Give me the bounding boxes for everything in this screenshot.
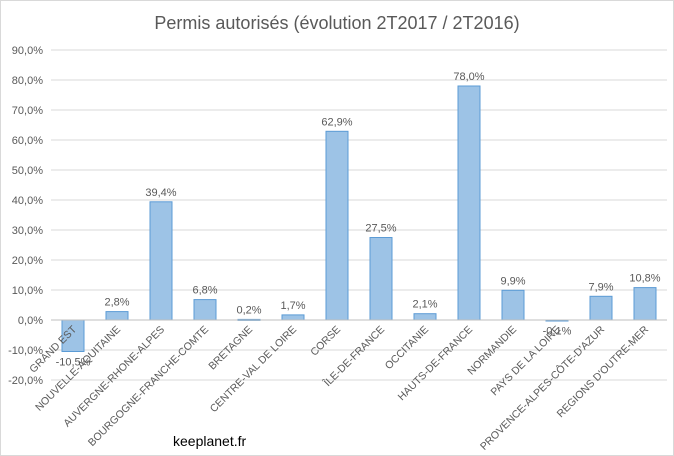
data-label: 2,8% [104,297,129,309]
data-label: 62,9% [321,116,352,128]
bar [501,289,525,321]
category-label: CORSE [308,324,343,359]
data-label: -10,5% [56,357,91,369]
y-tick-label: 70,0% [12,105,43,117]
bar [325,130,349,321]
category-label: REGIONS D'OUTRE-MER [555,323,652,420]
data-label: 0,2% [236,304,261,316]
chart-title: Permis autorisés (évolution 2T2017 / 2T2… [154,13,519,33]
y-tick-label: 10,0% [12,285,43,297]
category-label: HAUTS-DE-FRANCE [396,324,475,403]
data-label: 6,8% [192,285,217,297]
gridlines [51,49,667,381]
bar [633,287,657,321]
y-tick-label: 50,0% [12,165,43,177]
category-label: OCCITANIE [383,324,431,372]
data-label: 10,8% [629,273,660,285]
y-axis-tick-labels: -20,0% -10,0% 0,0% 10,0% 20,0% 30,0% 40,0% 50,0… [8,45,43,387]
data-label: -0,1% [543,325,572,337]
data-label: 2,1% [412,299,437,311]
y-tick-label: 20,0% [12,255,43,267]
data-label: 1,7% [280,300,305,312]
data-label: 78,0% [453,71,484,83]
y-tick-label: -20,0% [8,375,43,387]
bar [413,313,437,321]
category-labels: GRAND ESTNOUVELLE-AQUITAINEAUVERGNE-RHON… [27,323,651,453]
bars [61,85,657,352]
y-tick-label: 60,0% [12,135,43,147]
y-tick-label: 40,0% [12,195,43,207]
data-labels: -10,5% 2,8% 39,4% 6,8% 0,2% 1,7% 62,9% 27,5% 2,1… [56,71,661,369]
data-label: 7,9% [588,281,613,293]
bar [589,295,613,321]
source-label: keeplanet.fr [173,433,246,449]
data-label: 39,4% [145,187,176,199]
y-tick-label: 0,0% [18,315,43,327]
bar [193,299,217,321]
y-tick-label: 80,0% [12,75,43,87]
bar [457,85,481,321]
data-label: 9,9% [500,275,525,287]
bar [281,314,305,321]
bar [105,311,129,321]
bar [149,201,173,321]
y-tick-label: 30,0% [12,225,43,237]
data-label: 27,5% [365,223,396,235]
y-tick-label: -10,0% [8,345,43,357]
category-label: CENTRE-VAL DE LOIRE [208,324,299,415]
bar [369,237,393,321]
y-tick-label: 90,0% [12,45,43,57]
